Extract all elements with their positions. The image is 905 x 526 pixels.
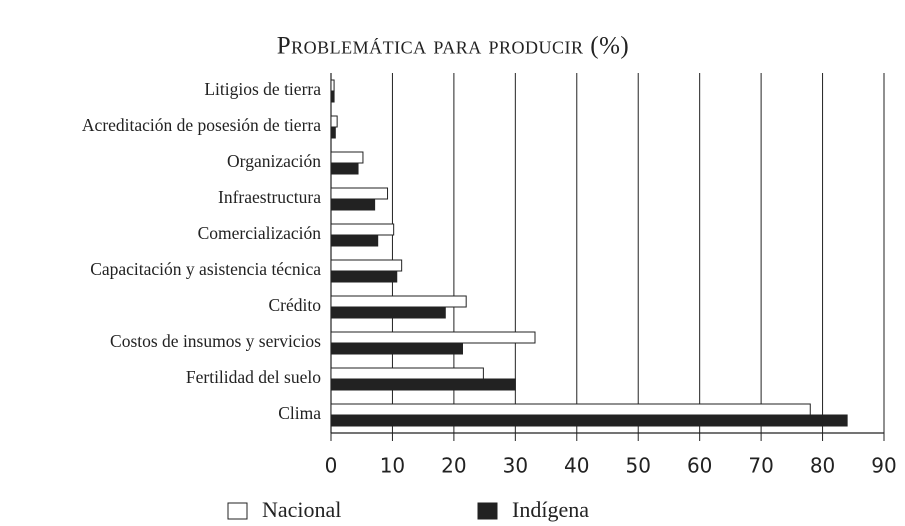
bar bbox=[330, 115, 338, 128]
x-tick-label: 80 bbox=[810, 454, 835, 478]
y-tick-label: Litigios de tierra bbox=[204, 79, 321, 99]
legend-swatch bbox=[227, 502, 248, 520]
legend-label: Nacional bbox=[262, 497, 341, 522]
bar bbox=[330, 126, 336, 139]
bar bbox=[330, 331, 536, 344]
bar bbox=[330, 198, 376, 211]
bar bbox=[330, 403, 811, 416]
y-tick-label: Crédito bbox=[269, 295, 322, 315]
bar bbox=[330, 151, 364, 164]
bar bbox=[330, 414, 848, 427]
x-tick-label: 20 bbox=[441, 454, 466, 478]
bar bbox=[330, 234, 379, 247]
x-tick-label: 50 bbox=[625, 454, 650, 478]
y-tick-label: Acreditación de posesión de tierra bbox=[82, 115, 321, 135]
y-tick-label: Fertilidad del suelo bbox=[186, 367, 321, 387]
bar bbox=[330, 295, 467, 308]
y-tick-label: Comercialización bbox=[198, 223, 322, 243]
x-tick-label: 0 bbox=[325, 454, 338, 478]
bar bbox=[330, 259, 403, 272]
x-tick-label: 10 bbox=[380, 454, 405, 478]
x-tick-label: 40 bbox=[564, 454, 589, 478]
x-tick-label: 30 bbox=[503, 454, 528, 478]
bar bbox=[330, 378, 516, 391]
y-tick-label: Organización bbox=[227, 151, 321, 171]
bar bbox=[330, 223, 395, 236]
bar bbox=[330, 162, 359, 175]
legend-label: Indígena bbox=[512, 497, 589, 522]
x-tick-label: 70 bbox=[748, 454, 773, 478]
bar bbox=[330, 270, 398, 283]
x-tick-label: 90 bbox=[871, 454, 896, 478]
x-tick-label: 60 bbox=[687, 454, 712, 478]
y-tick-label: Clima bbox=[278, 403, 321, 423]
bar bbox=[330, 187, 389, 200]
bar bbox=[330, 79, 335, 92]
legend-swatch bbox=[477, 502, 498, 520]
chart-title: Problemática para producir (%) bbox=[277, 33, 630, 60]
bar bbox=[330, 367, 484, 380]
y-tick-label: Costos de insumos y servicios bbox=[110, 331, 321, 351]
y-tick-label: Capacitación y asistencia técnica bbox=[90, 259, 321, 279]
bar bbox=[330, 306, 446, 319]
bar bbox=[330, 342, 463, 355]
bar bbox=[330, 90, 335, 103]
y-tick-label: Infraestructura bbox=[218, 187, 321, 207]
